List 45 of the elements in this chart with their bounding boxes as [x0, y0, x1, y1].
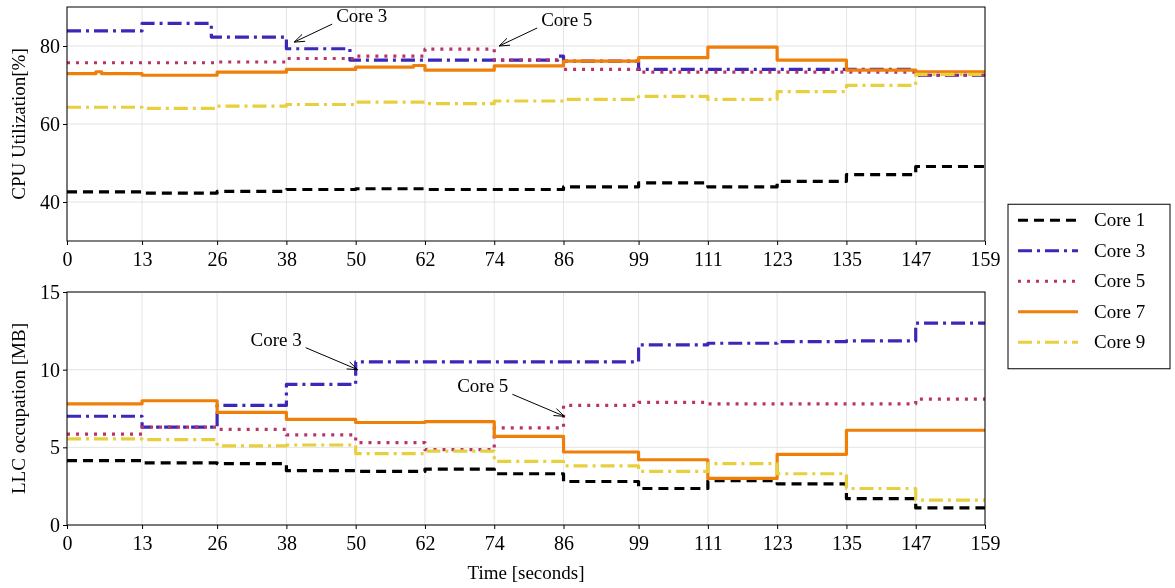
- x-tick-label: 74: [484, 532, 505, 554]
- x-tick-label: 111: [694, 532, 723, 554]
- annotation: Core 5: [457, 375, 509, 397]
- x-tick-label: 159: [970, 532, 1001, 554]
- legend-label: Core 7: [1094, 300, 1146, 322]
- x-tick-label: 135: [831, 248, 862, 270]
- y-tick-label: 40: [40, 190, 60, 213]
- x-tick-label: 50: [346, 248, 367, 270]
- x-tick-label: 147: [901, 532, 932, 554]
- legend-label: Core 3: [1094, 239, 1146, 261]
- x-tick-label: 26: [207, 248, 228, 270]
- y-tick-label: 60: [40, 112, 60, 135]
- x-tick-label: 26: [207, 532, 228, 554]
- x-axis-title: Time [seconds]: [467, 562, 585, 583]
- legend-label: Core 1: [1094, 209, 1146, 231]
- x-tick-label: 99: [629, 248, 650, 270]
- x-tick-label: 123: [762, 248, 793, 270]
- x-tick-label: 62: [415, 248, 436, 270]
- legend-label: Core 5: [1094, 270, 1146, 292]
- annotation: Core 3: [250, 328, 302, 350]
- y-axis-title: CPU Utilization[%]: [8, 48, 29, 200]
- x-tick-label: 147: [901, 248, 932, 270]
- x-tick-label: 159: [970, 248, 1001, 270]
- annotation: Core 3: [336, 5, 388, 27]
- y-tick-label: 80: [40, 34, 60, 57]
- y-axis-title: LLC occupation [MB]: [8, 323, 29, 494]
- x-tick-label: 86: [554, 532, 575, 554]
- x-tick-label: 13: [132, 248, 153, 270]
- y-tick-label: 10: [40, 358, 60, 381]
- x-tick-label: 38: [276, 532, 297, 554]
- x-tick-label: 62: [415, 532, 436, 554]
- annotation: Core 5: [541, 9, 593, 30]
- x-tick-label: 111: [694, 248, 723, 270]
- y-tick-label: 5: [50, 436, 60, 459]
- y-tick-label: 15: [40, 280, 60, 303]
- x-tick-label: 38: [276, 248, 297, 270]
- x-tick-label: 86: [554, 248, 575, 270]
- x-tick-label: 74: [484, 248, 505, 270]
- x-tick-label: 123: [762, 532, 793, 554]
- x-tick-label: 135: [831, 532, 862, 554]
- legend-label: Core 9: [1094, 331, 1146, 353]
- y-tick-label: 0: [50, 513, 60, 536]
- x-tick-label: 13: [132, 532, 153, 554]
- x-tick-label: 99: [629, 532, 650, 554]
- x-tick-label: 50: [346, 532, 367, 554]
